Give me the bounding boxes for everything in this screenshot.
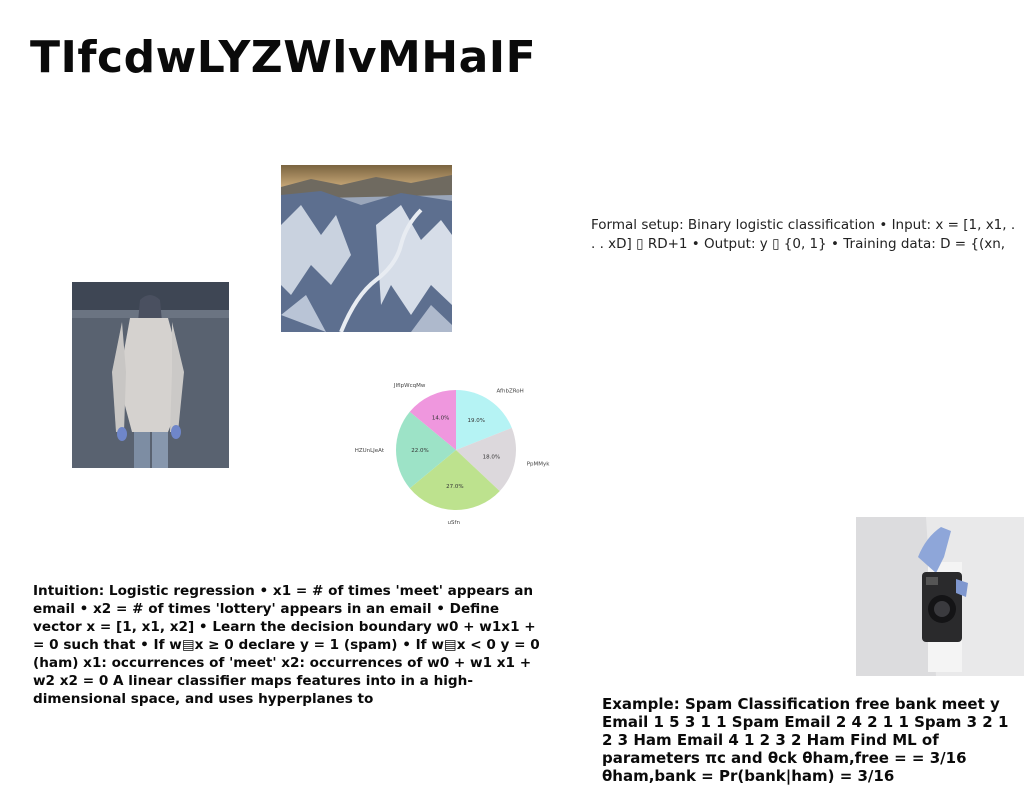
pie-category-label: JIfIpWcqMw [393, 383, 426, 389]
pie-slice-HZUnLJeAt [396, 411, 456, 489]
example-text: Example: Spam Classification free bank m… [602, 695, 1009, 785]
camera-photo [856, 517, 1024, 676]
pie-percent-label: 18.0% [483, 455, 500, 461]
pie-category-label: AfhbZRoH [496, 388, 523, 394]
pie-category-label: uSfn [448, 520, 461, 526]
pie-chart: 19.0% AfhbZRoH 18.0% PpMMyk 27.0% uSfn 22.0% HZ… [355, 383, 550, 526]
pie-category-label: PpMMyk [527, 461, 550, 467]
mountain-photo [281, 165, 452, 332]
intuition-text: Intuition: Logistic regression • x1 = # … [33, 583, 540, 707]
pie-category-label: HZUnLJeAt [355, 448, 385, 454]
person-photo [72, 282, 229, 468]
pie-slice-PpMMyk [456, 427, 516, 492]
formal-setup-text: Formal setup: Binary logistic classifica… [591, 217, 1016, 252]
pie-percent-label: 27.0% [446, 484, 463, 490]
pie-percent-label: 19.0% [467, 418, 484, 424]
pie-slice-AfhbZRoH [456, 390, 512, 450]
pie-slice-uSfn [409, 450, 500, 510]
pie-slice-JIfIpWcqMw [409, 390, 456, 450]
pie-percent-label: 14.0% [432, 415, 449, 421]
pie-percent-label: 22.0% [411, 448, 428, 454]
page-title: TIfcdwLYZWlvMHaIF [30, 32, 537, 83]
